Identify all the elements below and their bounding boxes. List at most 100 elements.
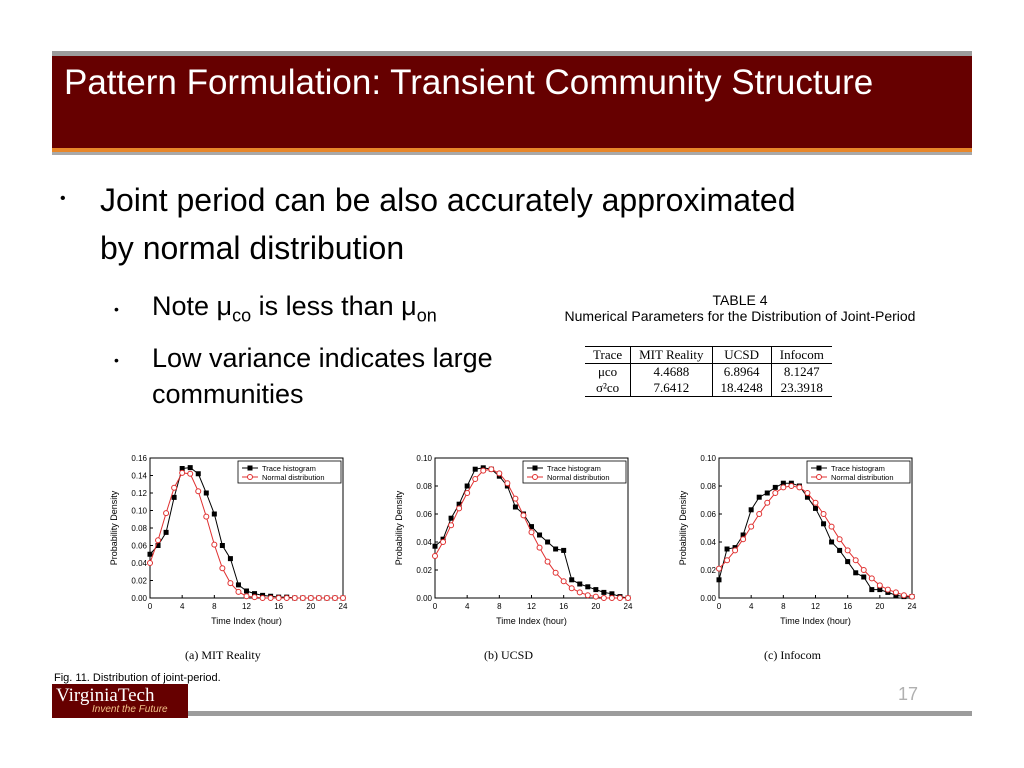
data-point-circle bbox=[576, 589, 583, 596]
x-axis-label: Time Index (hour) bbox=[780, 616, 851, 626]
x-tick-label: 8 bbox=[497, 602, 502, 611]
data-point-circle bbox=[163, 510, 170, 517]
table-cell: 6.8964 bbox=[712, 363, 772, 380]
figure-caption: Fig. 11. Distribution of joint-period. bbox=[54, 672, 221, 684]
page-number: 17 bbox=[898, 684, 919, 704]
legend-label: Trace histogram bbox=[831, 464, 885, 473]
mu-on-subscript: on bbox=[416, 305, 437, 326]
chart-svg: 0.00 0.02 0.04 0.06 0.08 0.10 0.12 0.14 0.16 0 4 8 1… bbox=[109, 454, 348, 626]
data-point-circle bbox=[828, 523, 835, 530]
x-tick-label: 0 bbox=[717, 602, 722, 611]
data-point-circle bbox=[836, 536, 843, 543]
table-row-label: σ²co bbox=[585, 380, 632, 397]
data-point-square bbox=[853, 570, 859, 576]
chart-mit-reality: 0.00 0.02 0.04 0.06 0.08 0.10 0.12 0.14 0.16 0 4 8 1… bbox=[105, 450, 355, 640]
table-row-label: μco bbox=[585, 363, 632, 380]
data-point-circle bbox=[440, 539, 447, 545]
data-point-square bbox=[569, 577, 575, 583]
parameters-table: Trace MIT Reality UCSD Infocom μco 4.468… bbox=[585, 346, 832, 397]
x-tick-label: 24 bbox=[339, 602, 348, 611]
data-point-square bbox=[740, 532, 746, 538]
data-point-circle bbox=[432, 553, 438, 559]
legend-box bbox=[806, 460, 911, 484]
x-tick-label: 24 bbox=[624, 602, 633, 611]
y-tick-label: 0.00 bbox=[700, 594, 716, 603]
data-point-square bbox=[553, 546, 559, 552]
table-header-cell: MIT Reality bbox=[630, 346, 713, 364]
legend-label: Trace histogram bbox=[547, 464, 601, 473]
data-point-circle bbox=[472, 476, 479, 482]
data-point-square bbox=[537, 532, 543, 538]
data-point-square bbox=[804, 494, 810, 500]
mu-co-subscript: co bbox=[232, 305, 252, 326]
data-point-circle bbox=[323, 595, 330, 601]
table-cell: 4.4688 bbox=[630, 363, 713, 380]
virginia-tech-logo: VirginiaTech Invent the Future bbox=[52, 684, 188, 718]
table-cell: 23.3918 bbox=[771, 380, 832, 397]
x-tick-label: 24 bbox=[908, 602, 917, 611]
y-tick-label: 0.02 bbox=[131, 577, 147, 586]
data-point-square bbox=[772, 484, 778, 490]
chart-infocom: 0.00 0.02 0.04 0.06 0.08 0.10 0 4 8 12 16 20 24 Time … bbox=[674, 450, 924, 640]
table-row: μco 4.4688 6.8964 8.1247 bbox=[585, 363, 832, 380]
logo-wordmark: VirginiaTech bbox=[56, 685, 155, 706]
x-tick-label: 12 bbox=[811, 602, 820, 611]
table-caption: TABLE 4 Numerical Parameters for the Dis… bbox=[520, 292, 960, 324]
data-point-circle bbox=[868, 575, 875, 582]
bullet-marker: • bbox=[60, 190, 66, 207]
data-point-circle bbox=[291, 595, 298, 601]
data-point-circle bbox=[748, 523, 755, 530]
data-point-circle bbox=[520, 512, 527, 519]
data-point-square bbox=[187, 465, 193, 471]
data-point-circle bbox=[772, 490, 779, 496]
data-point-circle bbox=[195, 488, 202, 495]
sub-bullet-note: Note μco is less than μon bbox=[152, 288, 437, 333]
y-tick-label: 0.12 bbox=[131, 489, 147, 498]
x-tick-label: 0 bbox=[433, 602, 438, 611]
y-tick-label: 0.00 bbox=[131, 594, 147, 603]
sub-bullet-variance: Low variance indicates large communities bbox=[152, 343, 493, 409]
x-tick-label: 12 bbox=[527, 602, 536, 611]
x-tick-label: 4 bbox=[180, 602, 185, 611]
data-point-circle bbox=[267, 595, 274, 601]
y-tick-label: 0.08 bbox=[700, 482, 716, 491]
legend-marker-circle bbox=[247, 474, 253, 480]
y-axis-label: Probability Density bbox=[109, 490, 119, 565]
legend-marker-circle bbox=[816, 474, 822, 480]
subcaption-b: (b) UCSD bbox=[484, 648, 534, 662]
data-point-square bbox=[448, 515, 454, 521]
y-tick-label: 0.08 bbox=[416, 482, 432, 491]
data-point-circle bbox=[780, 484, 787, 491]
data-point-circle bbox=[740, 536, 747, 543]
data-point-circle bbox=[560, 578, 567, 585]
data-point-circle bbox=[315, 595, 322, 601]
y-tick-label: 0.10 bbox=[131, 507, 147, 516]
data-point-circle bbox=[909, 593, 915, 600]
data-point-square bbox=[179, 466, 185, 471]
data-point-square bbox=[724, 546, 730, 552]
data-point-circle bbox=[456, 505, 463, 512]
data-point-square bbox=[837, 547, 843, 553]
y-tick-label: 0.00 bbox=[416, 594, 432, 603]
footer-rule bbox=[52, 711, 972, 716]
data-point-circle bbox=[724, 557, 731, 564]
y-tick-label: 0.06 bbox=[700, 510, 716, 519]
data-point-circle bbox=[852, 557, 859, 564]
x-tick-label: 20 bbox=[591, 602, 600, 611]
data-point-square bbox=[821, 521, 827, 527]
data-point-square bbox=[163, 529, 169, 535]
data-point-circle bbox=[219, 565, 226, 572]
logo-slogan: Invent the Future bbox=[92, 704, 168, 715]
chart-svg: 0.00 0.02 0.04 0.06 0.08 0.10 0 4 8 12 16 20 24 Time … bbox=[394, 454, 633, 626]
data-point-square bbox=[716, 577, 722, 583]
y-axis-label: Probability Density bbox=[394, 490, 404, 565]
legend-marker-square bbox=[532, 465, 538, 471]
data-point-circle bbox=[568, 585, 575, 592]
note-text-prefix: Note μ bbox=[152, 291, 233, 321]
legend-marker-circle bbox=[532, 474, 538, 480]
data-point-circle bbox=[584, 592, 591, 599]
title-bar: Pattern Formulation: Transient Community… bbox=[52, 56, 972, 148]
data-point-circle bbox=[227, 580, 234, 587]
chart-svg: 0.00 0.02 0.04 0.06 0.08 0.10 0 4 8 12 16 20 24 Time … bbox=[678, 454, 917, 626]
data-point-circle bbox=[860, 567, 867, 573]
